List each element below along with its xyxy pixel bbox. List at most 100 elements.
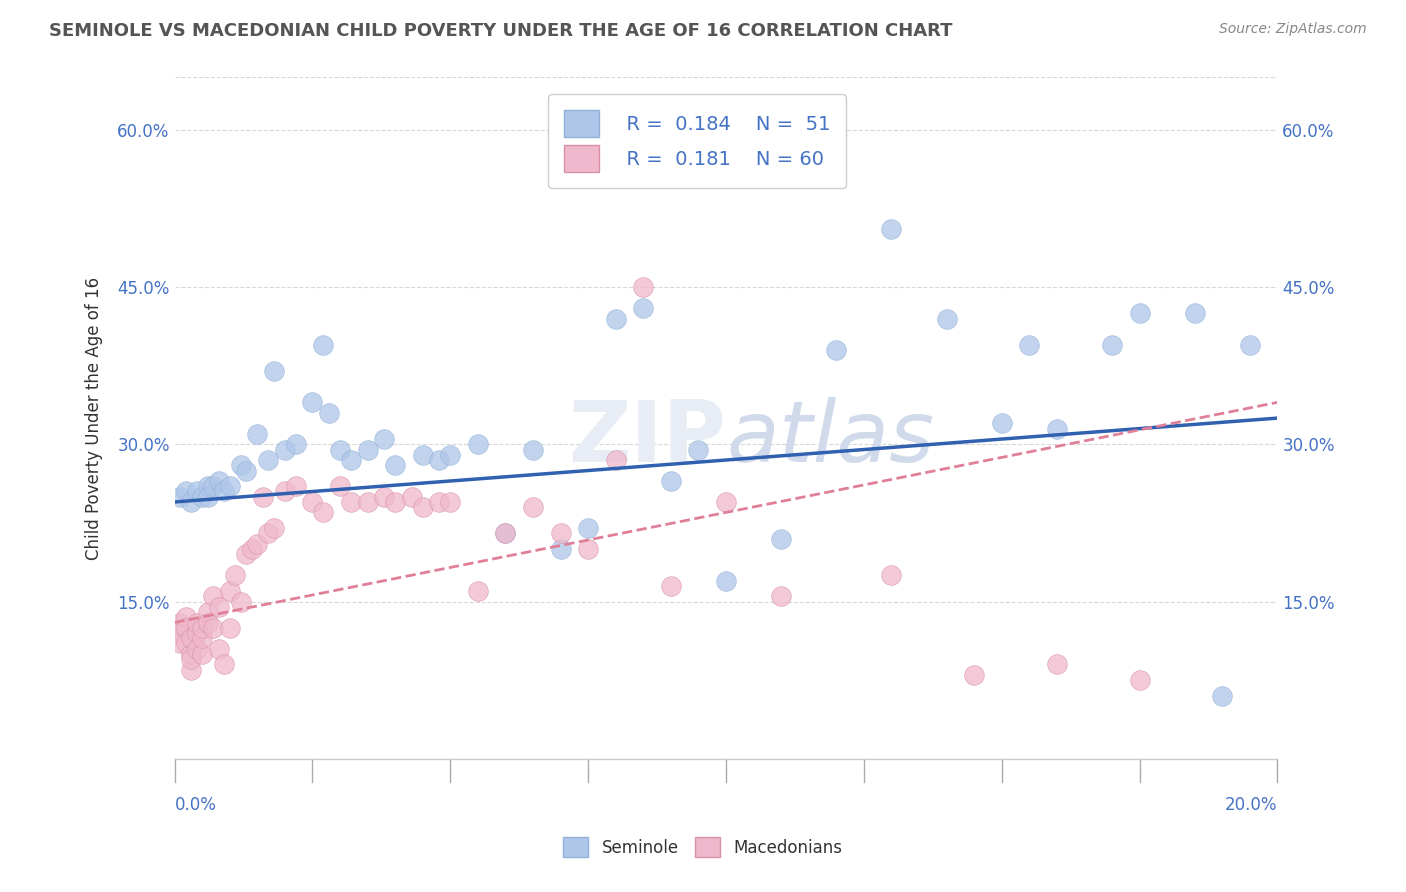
Point	[1046, 421, 1069, 435]
Point	[191, 621, 214, 635]
Point	[356, 442, 378, 457]
Point	[318, 406, 340, 420]
Point	[274, 484, 297, 499]
Point	[208, 599, 231, 614]
Point	[467, 437, 489, 451]
Point	[252, 490, 274, 504]
Point	[180, 495, 202, 509]
Point	[935, 311, 957, 326]
Text: atlas: atlas	[725, 397, 934, 480]
Text: SEMINOLE VS MACEDONIAN CHILD POVERTY UNDER THE AGE OF 16 CORRELATION CHART: SEMINOLE VS MACEDONIAN CHILD POVERTY UND…	[49, 22, 953, 40]
Point	[373, 490, 395, 504]
Legend:   R =  0.184    N =  51,   R =  0.181    N = 60: R = 0.184 N = 51, R = 0.181 N = 60	[548, 94, 846, 188]
Point	[522, 442, 544, 457]
Legend: Seminole, Macedonians: Seminole, Macedonians	[555, 829, 851, 866]
Point	[197, 605, 219, 619]
Point	[688, 442, 710, 457]
Point	[439, 448, 461, 462]
Point	[825, 343, 848, 357]
Point	[329, 442, 352, 457]
Point	[412, 500, 434, 515]
Point	[235, 463, 257, 477]
Point	[186, 626, 208, 640]
Point	[714, 574, 737, 588]
Point	[1101, 337, 1123, 351]
Point	[329, 479, 352, 493]
Point	[633, 280, 655, 294]
Point	[384, 495, 406, 509]
Point	[714, 495, 737, 509]
Point	[169, 626, 191, 640]
Point	[257, 526, 280, 541]
Point	[240, 542, 263, 557]
Point	[990, 417, 1012, 431]
Point	[197, 479, 219, 493]
Point	[180, 632, 202, 646]
Point	[202, 479, 225, 493]
Point	[180, 652, 202, 666]
Point	[384, 458, 406, 473]
Point	[197, 490, 219, 504]
Point	[522, 500, 544, 515]
Point	[494, 526, 516, 541]
Point	[218, 621, 240, 635]
Point	[191, 490, 214, 504]
Point	[212, 484, 235, 499]
Point	[963, 668, 986, 682]
Point	[550, 526, 572, 541]
Point	[605, 311, 627, 326]
Point	[169, 636, 191, 650]
Point	[191, 647, 214, 661]
Point	[373, 432, 395, 446]
Point	[412, 448, 434, 462]
Point	[576, 521, 599, 535]
Point	[356, 495, 378, 509]
Point	[186, 615, 208, 630]
Point	[218, 479, 240, 493]
Point	[212, 657, 235, 672]
Text: 0.0%: 0.0%	[174, 797, 217, 814]
Text: ZIP: ZIP	[568, 397, 725, 480]
Point	[180, 663, 202, 677]
Y-axis label: Child Poverty Under the Age of 16: Child Poverty Under the Age of 16	[86, 277, 103, 559]
Point	[229, 458, 252, 473]
Point	[880, 222, 903, 236]
Point	[467, 584, 489, 599]
Point	[263, 521, 285, 535]
Point	[186, 484, 208, 499]
Point	[218, 584, 240, 599]
Point	[312, 337, 335, 351]
Point	[169, 490, 191, 504]
Point	[235, 548, 257, 562]
Point	[427, 453, 450, 467]
Point	[439, 495, 461, 509]
Point	[274, 442, 297, 457]
Point	[301, 495, 323, 509]
Text: Source: ZipAtlas.com: Source: ZipAtlas.com	[1219, 22, 1367, 37]
Point	[427, 495, 450, 509]
Point	[229, 594, 252, 608]
Point	[180, 647, 202, 661]
Point	[1018, 337, 1040, 351]
Point	[257, 453, 280, 467]
Text: 20.0%: 20.0%	[1225, 797, 1278, 814]
Point	[340, 495, 363, 509]
Point	[208, 641, 231, 656]
Point	[659, 474, 682, 488]
Point	[174, 636, 197, 650]
Point	[191, 632, 214, 646]
Point	[401, 490, 423, 504]
Point	[1046, 657, 1069, 672]
Point	[1128, 673, 1150, 688]
Point	[550, 542, 572, 557]
Point	[224, 568, 246, 582]
Point	[208, 474, 231, 488]
Point	[1211, 689, 1233, 703]
Point	[770, 532, 793, 546]
Point	[659, 579, 682, 593]
Point	[770, 590, 793, 604]
Point	[605, 453, 627, 467]
Point	[880, 568, 903, 582]
Point	[284, 437, 307, 451]
Point	[312, 505, 335, 519]
